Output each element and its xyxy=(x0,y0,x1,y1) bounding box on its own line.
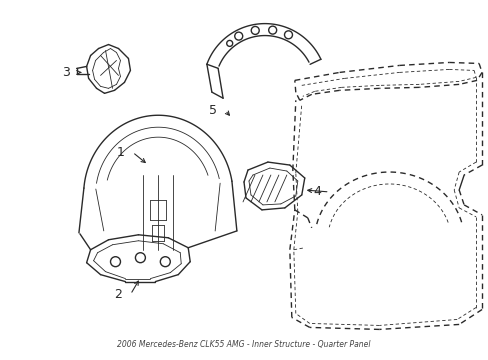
Text: 2: 2 xyxy=(114,288,122,301)
Text: 5: 5 xyxy=(209,104,217,117)
Text: 2006 Mercedes-Benz CLK55 AMG - Inner Structure - Quarter Panel: 2006 Mercedes-Benz CLK55 AMG - Inner Str… xyxy=(117,340,370,349)
Text: 4: 4 xyxy=(313,185,321,198)
Text: 3: 3 xyxy=(61,66,69,79)
Text: 1: 1 xyxy=(116,145,124,159)
